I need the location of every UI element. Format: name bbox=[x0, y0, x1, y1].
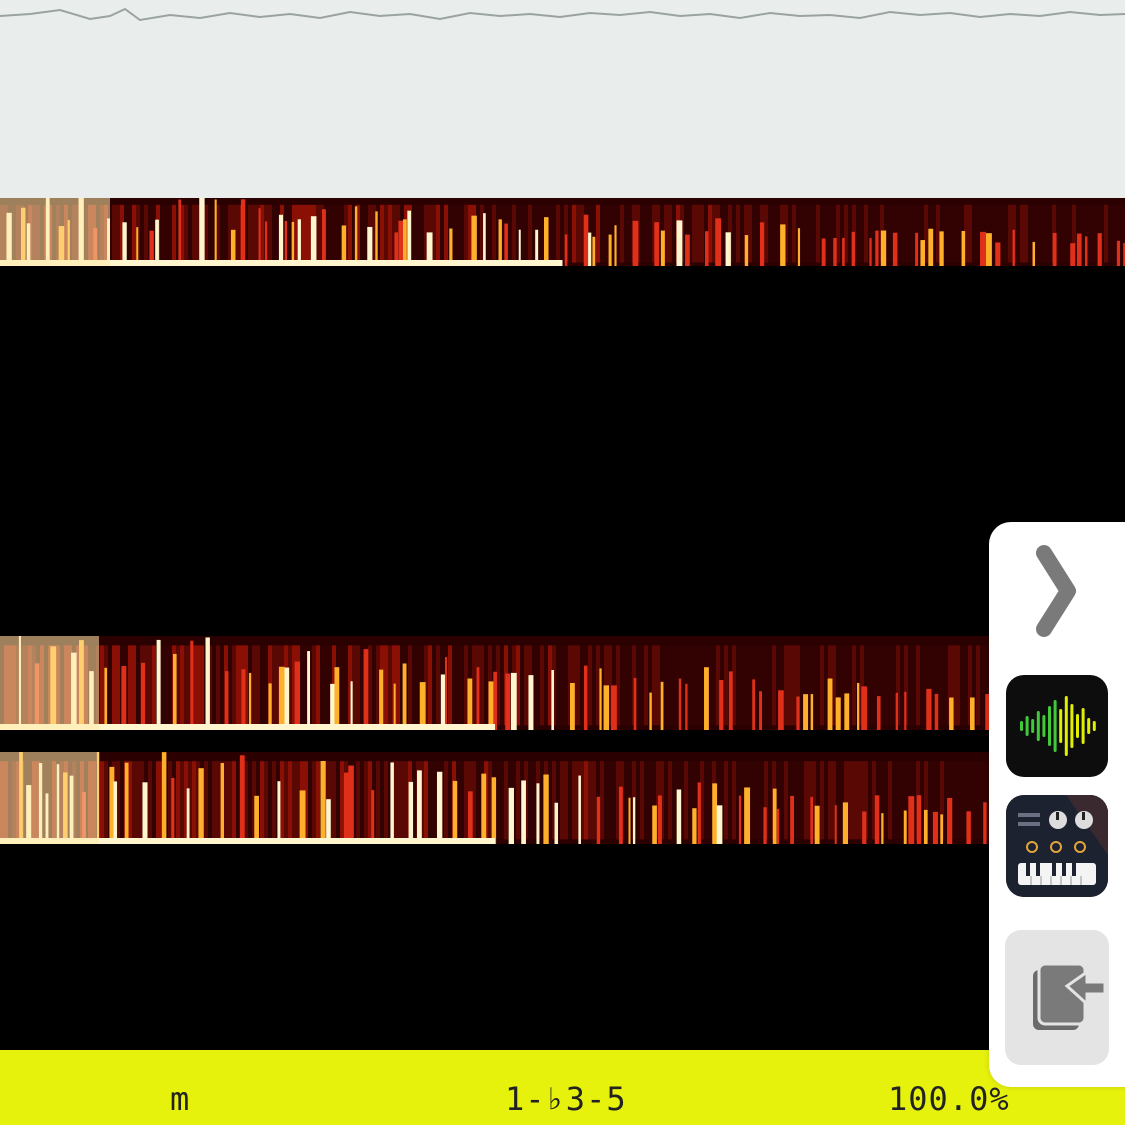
chord-formula-label: 1-♭3-5 bbox=[505, 1080, 627, 1118]
confidence-label: 100.0% bbox=[888, 1080, 1010, 1118]
spectrogram-band-1 bbox=[0, 198, 1125, 266]
waveform-area[interactable] bbox=[0, 0, 1125, 198]
chord-quality-label: m bbox=[170, 1080, 191, 1118]
spectrogram-band-3 bbox=[0, 752, 990, 844]
spectrogram-band-2 bbox=[0, 636, 990, 730]
waveform-line bbox=[0, 7, 1125, 22]
export-icon bbox=[1033, 924, 1107, 1030]
status-bar bbox=[0, 1050, 1125, 1125]
export-button[interactable] bbox=[1005, 924, 1109, 1065]
spectrogram-background bbox=[0, 198, 1125, 1050]
synth-keyboard-app-icon[interactable] bbox=[1006, 795, 1108, 897]
waveform-app-icon[interactable] bbox=[1006, 675, 1108, 777]
chevron-right-icon[interactable] bbox=[1030, 545, 1082, 637]
